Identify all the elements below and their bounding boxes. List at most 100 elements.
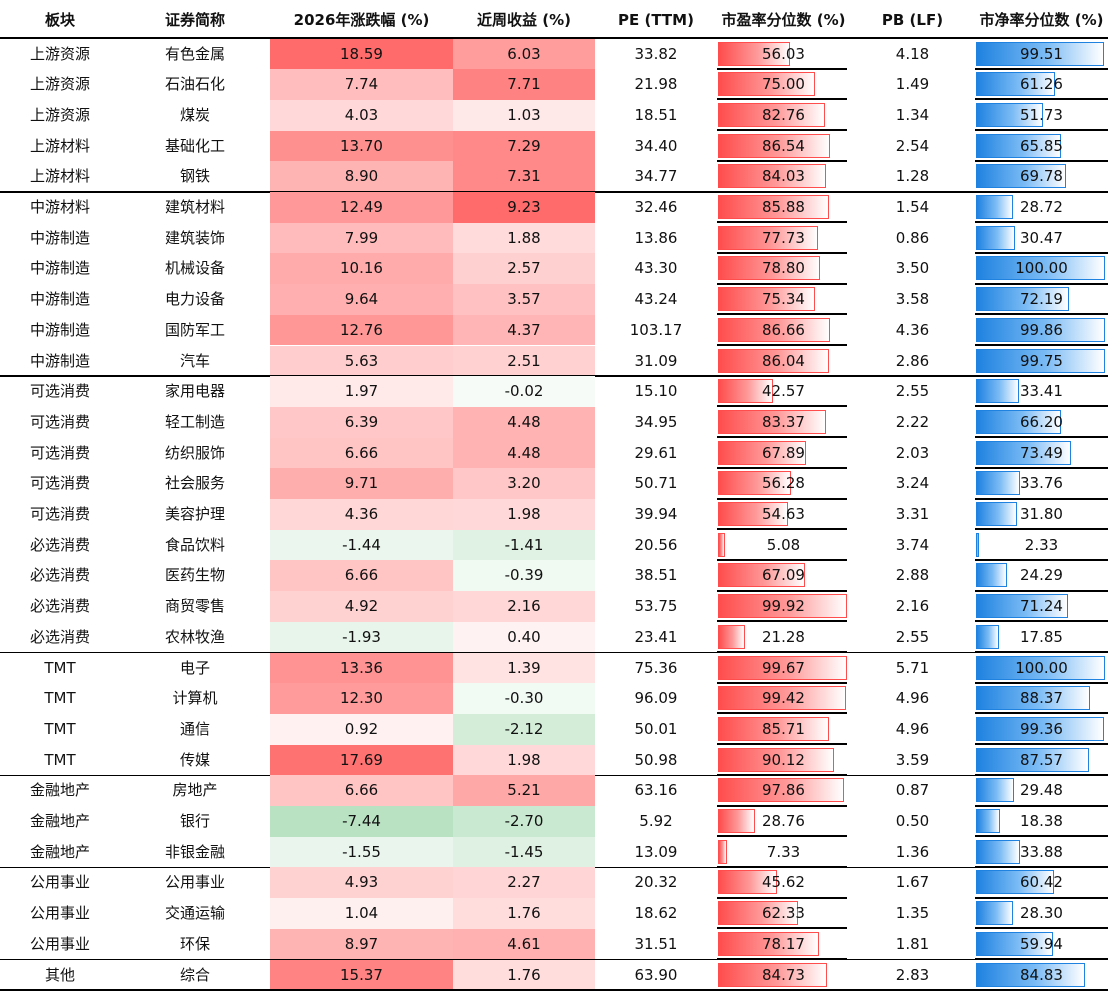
cell-sector: 上游资源	[29, 105, 90, 124]
cell-pe-pct: 56.03	[717, 39, 850, 70]
cell-week: -2.70	[453, 806, 595, 837]
cell-pb-pct: 69.78	[975, 161, 1108, 192]
pb-percentile-bar	[976, 747, 1089, 772]
cell-sector: 必选消费	[29, 627, 90, 646]
cell-name: 公用事业	[164, 873, 225, 892]
cell-pe: 34.77	[634, 167, 678, 186]
pb-percentile-bar	[976, 809, 1000, 833]
cell-sector: 公用事业	[29, 873, 90, 892]
pe-percentile-underline	[717, 405, 847, 408]
cell-pb: 2.16	[895, 597, 930, 616]
cell-ytd: 4.92	[270, 591, 453, 622]
cell-week: 1.76	[453, 959, 595, 991]
cell-ytd: 1.04	[270, 898, 453, 929]
cell-pb-pct: 29.48	[975, 775, 1108, 806]
cell-pe: 18.62	[634, 904, 678, 923]
cell-week: 3.20	[453, 468, 595, 499]
pb-percentile-bar	[976, 195, 1014, 219]
cell-week: 2.57	[453, 253, 595, 285]
cell-name: 电子	[179, 658, 210, 677]
cell-name: 房地产	[172, 781, 218, 800]
pe-percentile-bar	[718, 348, 829, 373]
pb-percentile-bar	[976, 502, 1018, 526]
header-pb: PB (LF)	[881, 11, 944, 29]
cell-sector: TMT	[44, 658, 76, 677]
cell-pe: 15.10	[634, 382, 678, 401]
cell-pb: 2.03	[895, 443, 930, 462]
cell-sector: 金融地产	[29, 842, 90, 861]
cell-pb-pct: 30.47	[975, 223, 1108, 254]
pb-percentile-value: 31.80	[1020, 505, 1063, 523]
cell-pb: 1.28	[895, 167, 930, 186]
cell-ytd: 13.36	[270, 652, 453, 684]
pb-percentile-bar	[976, 72, 1056, 97]
cell-pe-pct: 62.33	[717, 898, 850, 929]
pe-percentile-bar	[718, 532, 725, 557]
pe-percentile-bar	[718, 102, 825, 127]
pe-percentile-underline	[717, 98, 847, 101]
cell-pb: 1.49	[895, 75, 930, 94]
cell-ytd: -1.55	[270, 836, 453, 868]
cell-sector: TMT	[44, 719, 76, 738]
pe-percentile-underline	[717, 681, 847, 684]
cell-sector: 必选消费	[29, 566, 90, 585]
pb-percentile-underline	[975, 804, 1108, 807]
cell-name: 计算机	[172, 689, 218, 708]
cell-sector: 中游制造	[29, 320, 90, 339]
pe-percentile-bar	[718, 655, 847, 680]
pb-percentile-value: 69.78	[1020, 167, 1063, 186]
cell-pb-pct: 59.94	[975, 929, 1108, 960]
pe-percentile-value: 56.28	[762, 474, 805, 493]
pb-percentile-value: 18.38	[1020, 812, 1063, 830]
pb-percentile-value: 99.36	[1020, 719, 1063, 738]
cell-pe-pct: 5.08	[717, 530, 850, 561]
pb-percentile-underline	[975, 712, 1108, 715]
pe-percentile-bar	[718, 809, 756, 833]
pb-percentile-bar	[976, 379, 1020, 404]
cell-pe: 13.86	[634, 228, 678, 247]
cell-name: 通信	[179, 719, 210, 738]
cell-pb-pct: 24.29	[975, 560, 1108, 591]
pb-percentile-underline	[975, 528, 1108, 531]
pe-percentile-value: 97.86	[762, 781, 805, 800]
pe-percentile-value: 42.57	[762, 382, 805, 401]
pe-percentile-value: 28.76	[762, 812, 805, 830]
cell-ytd: 12.30	[270, 683, 453, 714]
pe-percentile-value: 45.62	[762, 873, 805, 892]
pe-percentile-value: 5.08	[766, 535, 801, 554]
pe-percentile-bar	[718, 563, 805, 588]
pb-percentile-underline	[975, 497, 1108, 500]
pb-percentile-underline	[975, 405, 1108, 408]
cell-sector: 可选消费	[29, 505, 90, 523]
pe-percentile-value: 67.09	[762, 566, 805, 585]
pb-percentile-value: 28.72	[1020, 198, 1063, 216]
pe-percentile-value: 99.92	[762, 597, 805, 616]
pe-percentile-bar	[718, 747, 835, 772]
cell-pb: 3.50	[895, 259, 930, 278]
pb-percentile-value: 51.73	[1020, 105, 1063, 124]
pe-percentile-underline	[717, 497, 847, 500]
pe-percentile-underline	[717, 466, 847, 469]
header-pe: PE (TTM)	[618, 11, 694, 29]
cell-pe-pct: 86.66	[717, 315, 850, 346]
pb-percentile-underline	[975, 835, 1108, 838]
cell-pe: 39.94	[634, 505, 678, 523]
cell-name: 环保	[179, 934, 210, 953]
pe-percentile-bar	[718, 962, 828, 987]
pe-percentile-underline	[717, 620, 847, 623]
cell-pe: 34.40	[634, 136, 678, 155]
cell-sector: 必选消费	[29, 535, 90, 554]
cell-pe: 43.24	[634, 290, 678, 309]
cell-pb-pct: 2.33	[975, 530, 1108, 561]
cell-ytd: 9.64	[270, 284, 453, 315]
pb-percentile-value: 29.48	[1020, 781, 1063, 800]
pe-percentile-underline	[717, 159, 847, 162]
pe-percentile-value: 54.63	[762, 505, 805, 523]
cell-pe-pct: 82.76	[717, 100, 850, 131]
cell-sector: 中游制造	[29, 228, 90, 247]
pe-percentile-underline	[717, 528, 847, 531]
cell-pb: 3.59	[895, 750, 930, 769]
cell-week: 1.98	[453, 744, 595, 776]
cell-pb-pct: 33.76	[975, 468, 1108, 499]
pb-percentile-bar	[976, 778, 1015, 803]
